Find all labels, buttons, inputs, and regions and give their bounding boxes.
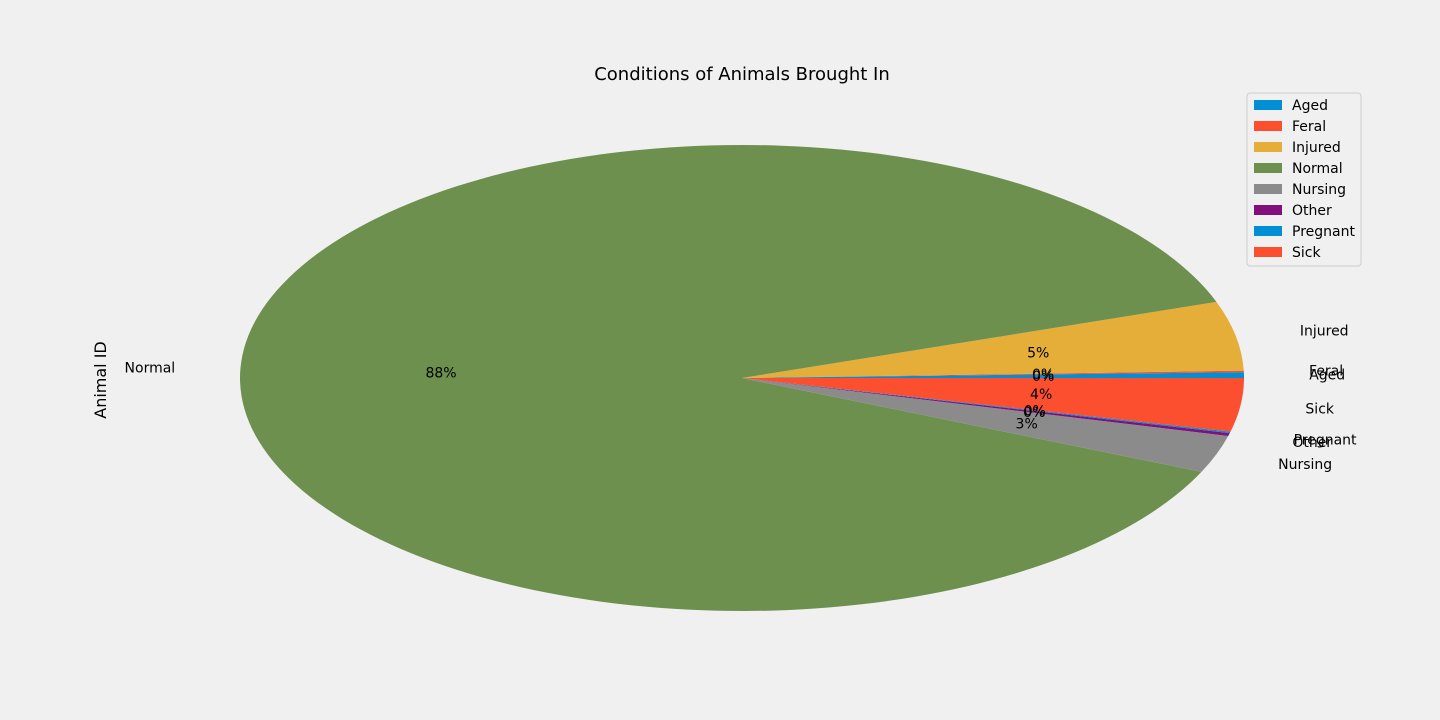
category-label-feral: Feral	[1309, 364, 1343, 380]
legend-label-other: Other	[1292, 203, 1332, 219]
percent-label-other: 0%	[1023, 405, 1045, 421]
chart-title: Conditions of Animals Brought In	[594, 64, 890, 85]
legend-swatch-other	[1254, 205, 1282, 215]
legend-swatch-nursing	[1254, 184, 1282, 194]
pie-slice-feral	[742, 370, 1244, 378]
category-label-injured: Injured	[1300, 323, 1349, 339]
category-label-aged: Aged	[1309, 368, 1345, 384]
percent-label-injured: 5%	[1027, 346, 1049, 362]
legend-label-pregnant: Pregnant	[1292, 224, 1355, 240]
legend: Aged Feral Injured Normal Nursing Other Pregna…	[1246, 92, 1362, 267]
pie-slices	[239, 144, 1244, 611]
pie-slice-other	[742, 378, 1230, 436]
pie-slice-normal	[239, 144, 1217, 611]
percent-label-normal: 88%	[425, 365, 456, 381]
percent-label-feral: 0%	[1032, 367, 1054, 383]
y-axis-label: Animal ID	[91, 341, 110, 419]
legend-label-aged: Aged	[1292, 98, 1328, 114]
pie-slice-aged	[742, 372, 1244, 378]
category-label-pregnant: Pregnant	[1294, 432, 1357, 448]
percent-label-pregnant: 0%	[1024, 404, 1046, 420]
category-label-normal: Normal	[125, 360, 176, 376]
category-label-sick: Sick	[1305, 402, 1334, 418]
legend-swatch-injured	[1254, 142, 1282, 152]
legend-swatch-pregnant	[1254, 226, 1282, 236]
percent-labels: 0%0%5%88%3%0%0%4%	[425, 346, 1054, 433]
percent-label-aged: 0%	[1032, 369, 1054, 385]
category-label-other: Other	[1292, 435, 1332, 451]
legend-swatch-feral	[1254, 121, 1282, 131]
legend-swatch-sick	[1254, 247, 1282, 257]
pie-slice-pregnant	[742, 378, 1231, 434]
legend-frame	[1246, 92, 1362, 267]
legend-swatch-normal	[1254, 163, 1282, 173]
legend-label-feral: Feral	[1292, 119, 1326, 135]
percent-label-nursing: 3%	[1016, 417, 1038, 433]
legend-items: Aged Feral Injured Normal Nursing Other Pregna…	[1254, 98, 1355, 261]
legend-swatch-aged	[1254, 100, 1282, 110]
category-label-nursing: Nursing	[1278, 457, 1332, 473]
legend-label-sick: Sick	[1292, 245, 1321, 261]
percent-label-sick: 4%	[1030, 387, 1052, 403]
pie-slice-injured	[742, 301, 1244, 378]
pie-slice-sick	[742, 378, 1244, 432]
legend-label-nursing: Nursing	[1292, 182, 1346, 198]
legend-label-injured: Injured	[1292, 140, 1341, 156]
legend-label-normal: Normal	[1292, 161, 1343, 177]
pie-slice-nursing	[742, 378, 1229, 472]
